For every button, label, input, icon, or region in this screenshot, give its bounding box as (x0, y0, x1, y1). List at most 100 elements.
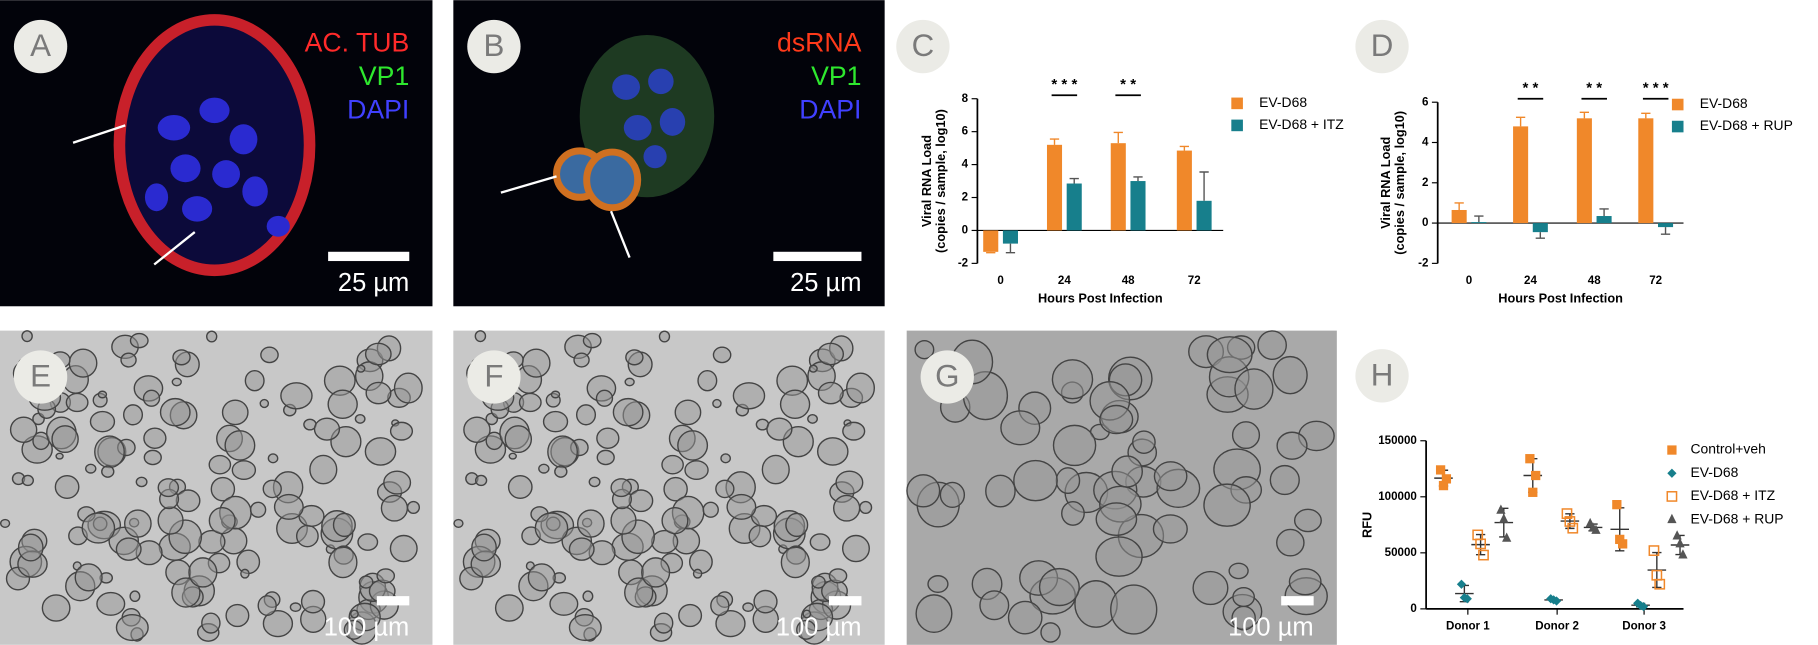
organoid (244, 369, 265, 392)
point (1638, 602, 1649, 612)
organoid (697, 369, 718, 392)
error-bar (986, 251, 996, 254)
organoid (1228, 562, 1249, 580)
organoid (129, 590, 141, 603)
organoid (262, 479, 282, 499)
organoid (224, 430, 256, 461)
organoid (171, 577, 201, 608)
organoid (841, 534, 870, 563)
point (1591, 524, 1601, 534)
point (1612, 500, 1622, 510)
organoid (280, 382, 313, 410)
organoid (507, 474, 533, 499)
point (1617, 539, 1628, 549)
y-tick-label: 150000 (1378, 435, 1417, 447)
organoid (135, 476, 148, 488)
panel-letter: F (484, 358, 503, 393)
organoid (295, 524, 319, 548)
organoid (188, 557, 218, 588)
organoid (1052, 424, 1097, 467)
significance: * * (1586, 79, 1602, 96)
organoid (159, 397, 191, 427)
organoid (521, 348, 551, 378)
organoid (1269, 464, 1300, 496)
organoid (1203, 483, 1251, 527)
channel-label: VP1 (811, 61, 861, 91)
organoid (832, 494, 861, 522)
panel-badge (13, 19, 68, 74)
organoid (715, 479, 735, 499)
error-bar (1113, 131, 1123, 144)
legend-label: EV-D68 (1690, 464, 1738, 480)
organoid (289, 602, 302, 613)
bar (1657, 223, 1674, 228)
organoid (474, 474, 488, 487)
organoid (406, 500, 421, 515)
organoid (364, 342, 392, 366)
organoid (835, 470, 864, 495)
organoid (846, 372, 875, 404)
organoid (677, 430, 709, 461)
bar (1130, 181, 1146, 231)
organoid (115, 614, 149, 642)
organoid (96, 591, 126, 616)
organoid (1000, 410, 1041, 446)
point (1441, 474, 1452, 484)
bar (1451, 209, 1467, 224)
panel-badge (467, 19, 521, 74)
organoid (732, 382, 766, 410)
y-tick-label: -2 (1418, 257, 1428, 269)
organoid (54, 474, 80, 499)
organoid (817, 342, 845, 366)
organoid (1276, 431, 1308, 460)
organoid (715, 609, 746, 638)
arrow (153, 231, 196, 266)
point (1456, 579, 1467, 589)
organoid (554, 465, 568, 478)
error-bar (1005, 243, 1016, 254)
organoid (720, 453, 731, 464)
organoid (122, 404, 144, 426)
organoid (1038, 567, 1080, 607)
scale-bar (828, 596, 862, 606)
cell (113, 14, 316, 277)
legend-swatch (1671, 120, 1684, 133)
x-tick-label: 72 (1188, 275, 1201, 287)
bar (1046, 144, 1063, 231)
error-bar (1474, 215, 1484, 223)
point (1502, 532, 1512, 542)
organoid (653, 612, 674, 634)
scale-label: 25 µm (338, 269, 409, 297)
organoid (588, 476, 601, 488)
organoid (504, 425, 533, 454)
organoid (568, 614, 602, 642)
organoid (364, 437, 397, 466)
organoid (726, 493, 757, 520)
organoid (742, 602, 754, 613)
organoid (625, 349, 644, 366)
infected-cell (583, 148, 642, 212)
panel-badge (920, 350, 974, 404)
bar (1176, 150, 1192, 231)
organoid (808, 364, 818, 373)
organoid (979, 590, 1010, 621)
bar (1513, 126, 1529, 224)
organoid (9, 416, 38, 444)
scale-bar (328, 251, 410, 262)
organoid (684, 460, 709, 481)
mean-sd (1560, 513, 1580, 530)
panel-letter: C (912, 28, 935, 63)
organoid (547, 435, 578, 469)
x-tick-label: 72 (1649, 275, 1662, 287)
organoid (124, 509, 152, 538)
significance: * * * (1643, 79, 1669, 96)
point (1564, 516, 1576, 527)
organoid (260, 346, 279, 364)
organoid (1095, 502, 1138, 537)
organoid (538, 463, 550, 474)
organoid (906, 474, 941, 508)
scale-label: 100 µm (1228, 613, 1314, 641)
organoid (661, 507, 689, 535)
legend-label: Control+veh (1690, 441, 1765, 457)
error-bar (1660, 227, 1671, 235)
